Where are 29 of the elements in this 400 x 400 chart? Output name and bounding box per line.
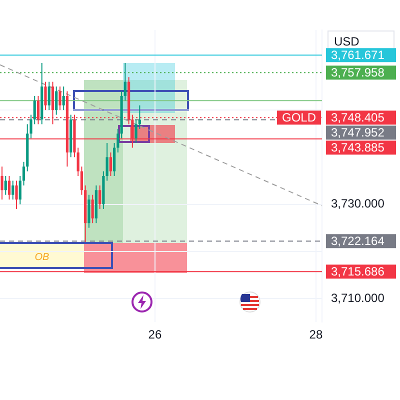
candlestick [0,166,4,200]
candlestick [48,81,50,111]
candlestick [44,81,47,111]
candlestick [8,176,11,200]
x-tick-label: 26 [148,328,162,342]
candlestick [55,86,58,116]
y-tick-label: 3,710.000 [331,290,385,305]
ref-line-label: 3,757.958 [331,65,385,80]
candlestick [58,86,62,111]
candlestick [98,184,102,210]
ref-line-label: 3,715.686 [331,264,385,278]
y-axis-title: USD [334,34,360,48]
candlestick [15,180,18,210]
candlestick [4,176,7,196]
candlestick [62,86,65,111]
annotation: OB [34,252,50,263]
ref-line-label: 3,748.405 [331,110,385,124]
candlestick [91,194,94,224]
candlestick [109,152,112,176]
ref-line-label: 3,743.885 [331,140,385,154]
ref-line-label: 3,747.952 [331,125,385,140]
ref-line-label: 3,761.671 [331,48,385,62]
candlestick [88,194,90,228]
x-tick-label: 28 [309,328,323,342]
candlestick [12,180,14,200]
ref-line-label: 3,722.164 [331,234,385,248]
annotation: GOLD [282,110,316,124]
y-tick-label: 3,730.000 [331,196,385,211]
candlestick [106,142,108,182]
